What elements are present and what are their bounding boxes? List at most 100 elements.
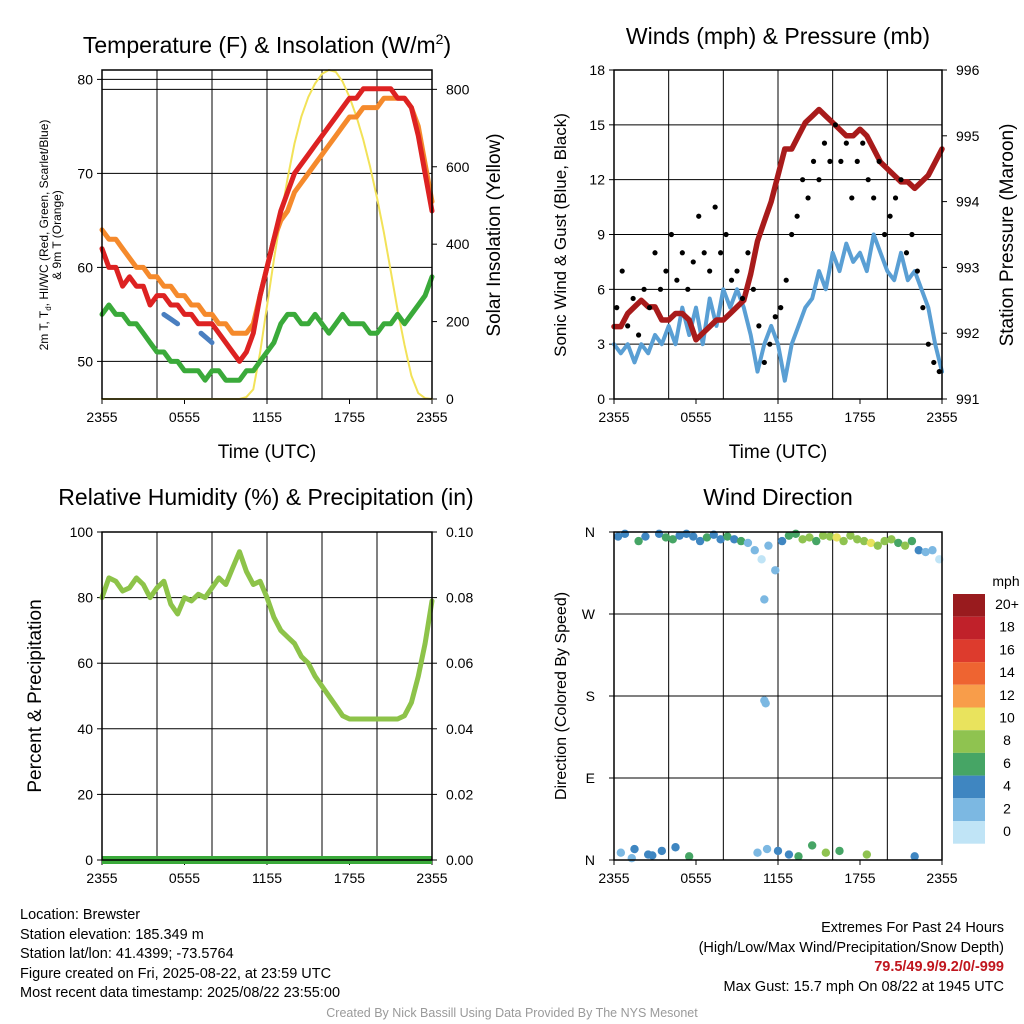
direction-point bbox=[818, 531, 828, 540]
temp-title: Temperature (F) & Insolation (W/m2) bbox=[83, 31, 451, 58]
gust-point bbox=[690, 259, 696, 265]
direction-point bbox=[671, 843, 680, 852]
y2-tick-label: 0.06 bbox=[446, 655, 473, 671]
direction-point bbox=[613, 532, 623, 541]
direction-point bbox=[835, 846, 844, 856]
gust-point bbox=[619, 268, 625, 274]
direction-point bbox=[643, 850, 653, 859]
legend-label: 6 bbox=[1003, 755, 1011, 771]
gust-point bbox=[892, 195, 899, 201]
direction-point bbox=[773, 846, 783, 856]
gust-point bbox=[898, 177, 904, 183]
legend-swatch bbox=[953, 662, 985, 685]
direction-tick-label: N bbox=[585, 524, 595, 540]
gust-point bbox=[723, 231, 729, 238]
gust-point bbox=[920, 305, 926, 311]
direction-point bbox=[866, 538, 876, 548]
temperature-line bbox=[99, 86, 435, 364]
legend-swatch bbox=[953, 798, 985, 821]
gust-point bbox=[849, 195, 855, 201]
winds-xlabel: Time (UTC) bbox=[729, 442, 828, 463]
y2-tick-label: 993 bbox=[956, 259, 980, 275]
direction-point bbox=[832, 533, 841, 542]
direction-point bbox=[761, 699, 770, 708]
extremes-title: Extremes For Past 24 Hours bbox=[821, 920, 1004, 936]
temp-xlabel: Time (UTC) bbox=[218, 442, 317, 463]
winds-ylabel: Sonic Wind & Gust (Blue, Black) bbox=[551, 113, 570, 357]
x-tick-label: 0555 bbox=[680, 409, 711, 425]
legend-label: 16 bbox=[999, 641, 1015, 657]
legend-swatch bbox=[953, 594, 985, 617]
y-tick-label: 80 bbox=[77, 71, 93, 87]
gust-point bbox=[816, 177, 822, 183]
direction-point bbox=[900, 541, 910, 550]
x-tick-label: 0555 bbox=[680, 870, 711, 886]
gust-point bbox=[931, 359, 937, 366]
x-tick-label: 1755 bbox=[334, 409, 365, 425]
gust-point bbox=[871, 195, 877, 201]
direction-point bbox=[630, 844, 639, 854]
gust-point bbox=[756, 323, 762, 329]
y-tick-label: 40 bbox=[77, 721, 93, 737]
x-tick-label: 0555 bbox=[169, 870, 200, 886]
direction-point bbox=[807, 841, 817, 850]
legend-label: 12 bbox=[999, 687, 1015, 703]
direction-point bbox=[668, 535, 677, 544]
direction-point bbox=[825, 532, 835, 541]
gust-point bbox=[821, 140, 828, 146]
direction-point bbox=[846, 531, 855, 540]
gust-point bbox=[625, 323, 631, 329]
gust-point bbox=[854, 158, 860, 164]
heat-index-line bbox=[198, 330, 215, 346]
legend-swatch bbox=[953, 821, 985, 844]
gust-point bbox=[761, 359, 767, 366]
legend-swatch bbox=[953, 775, 985, 799]
latlon-text: Station lat/lon: 41.4399; -73.5764 bbox=[20, 946, 234, 963]
gust-point bbox=[630, 295, 636, 302]
extremes-values: 79.5/49.9/9.2/0/-999 bbox=[874, 959, 1004, 976]
legend-label: 8 bbox=[1003, 732, 1011, 748]
legend-title: mph bbox=[992, 573, 1019, 589]
direction-point bbox=[702, 533, 712, 542]
direction-point bbox=[805, 533, 814, 542]
y2-tick-label: 600 bbox=[446, 159, 470, 175]
direction-point bbox=[784, 531, 794, 540]
legend-label: 20+ bbox=[995, 596, 1019, 612]
x-tick-label: 2355 bbox=[926, 409, 957, 425]
y-tick-label: 12 bbox=[589, 172, 605, 188]
y-tick-label: 50 bbox=[77, 353, 93, 369]
gust-point bbox=[772, 314, 778, 320]
pressure-line bbox=[611, 106, 945, 343]
gust-point bbox=[734, 268, 740, 274]
y-tick-label: 60 bbox=[77, 259, 93, 275]
legend-label: 10 bbox=[999, 710, 1015, 726]
direction-point bbox=[753, 848, 762, 857]
gust-point bbox=[668, 231, 675, 238]
recent-data-text: Most recent data timestamp: 2025/08/22 2… bbox=[20, 985, 341, 1002]
direction-point bbox=[914, 546, 923, 555]
gust-point bbox=[636, 332, 642, 338]
direction-point bbox=[928, 546, 937, 555]
wind-speed-legend: mph 20+ 18 16 14 12 10 8 6 4 2 0 bbox=[953, 573, 1020, 844]
direction-point bbox=[771, 566, 780, 575]
y-tick-label: 15 bbox=[589, 117, 605, 133]
y2-tick-label: 995 bbox=[956, 128, 980, 144]
direction-point bbox=[620, 529, 630, 539]
gust-point bbox=[739, 295, 746, 302]
gust-point bbox=[800, 177, 806, 183]
gust-point bbox=[827, 158, 833, 164]
plot-border bbox=[613, 531, 943, 861]
created-text: Figure created on Fri, 2025-08-22, at 23… bbox=[20, 965, 332, 982]
direction-point bbox=[784, 850, 794, 859]
gust-point bbox=[679, 250, 685, 256]
rh-title: Relative Humidity (%) & Precipitation (i… bbox=[58, 484, 473, 510]
direction-point bbox=[689, 532, 698, 541]
gust-point bbox=[882, 231, 888, 238]
y-tick-label: 3 bbox=[597, 336, 605, 352]
gust-point bbox=[914, 268, 921, 274]
direction-point bbox=[907, 536, 917, 546]
direction-point bbox=[921, 547, 930, 557]
direction-point bbox=[812, 536, 821, 546]
x-tick-label: 1155 bbox=[252, 409, 282, 425]
